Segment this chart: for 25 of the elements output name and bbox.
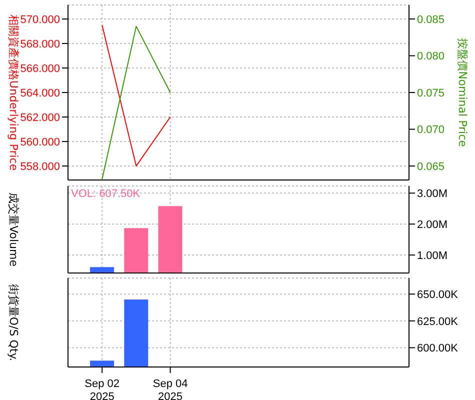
- annotation: VOL: 607.50K: [71, 188, 140, 200]
- y-tick-label: 568.000: [20, 38, 60, 50]
- y-tick-label: 566.000: [20, 62, 60, 75]
- y-tick-label: 558.000: [20, 160, 60, 173]
- y-tick-label: 560.000: [20, 136, 60, 148]
- y-tick-label: 1.00M: [417, 250, 448, 262]
- y-tick-label: 2.00M: [417, 218, 448, 231]
- y-tick-label: 562.000: [20, 112, 60, 124]
- y2-axis-title: 按盤價Nominal Price: [456, 38, 470, 148]
- y-axis-title: 街貨量O/S Qty.: [7, 284, 20, 362]
- y-axis-title: 相關資產價格Underlying Price: [7, 14, 20, 171]
- y2-tick-label: 0.065: [417, 160, 445, 173]
- y-axis-title: 成交量Volume: [7, 192, 20, 267]
- y-tick-label: 600.00K: [417, 342, 459, 355]
- y-tick-label: 625.00K: [417, 316, 459, 328]
- y-tick-label: 564.000: [20, 87, 60, 100]
- y-tick-label: 3.00M: [417, 188, 448, 200]
- y2-tick-label: 0.075: [417, 87, 445, 100]
- y2-tick-label: 0.085: [417, 14, 445, 26]
- y-tick-label: 570.000: [20, 14, 60, 26]
- x-tick-label: Sep 02 2025: [84, 378, 120, 400]
- y2-tick-label: 0.080: [417, 50, 445, 63]
- x-tick-label: Sep 04 2025: [152, 378, 188, 400]
- y2-tick-label: 0.070: [417, 124, 445, 136]
- y-tick-label: 650.00K: [417, 288, 459, 301]
